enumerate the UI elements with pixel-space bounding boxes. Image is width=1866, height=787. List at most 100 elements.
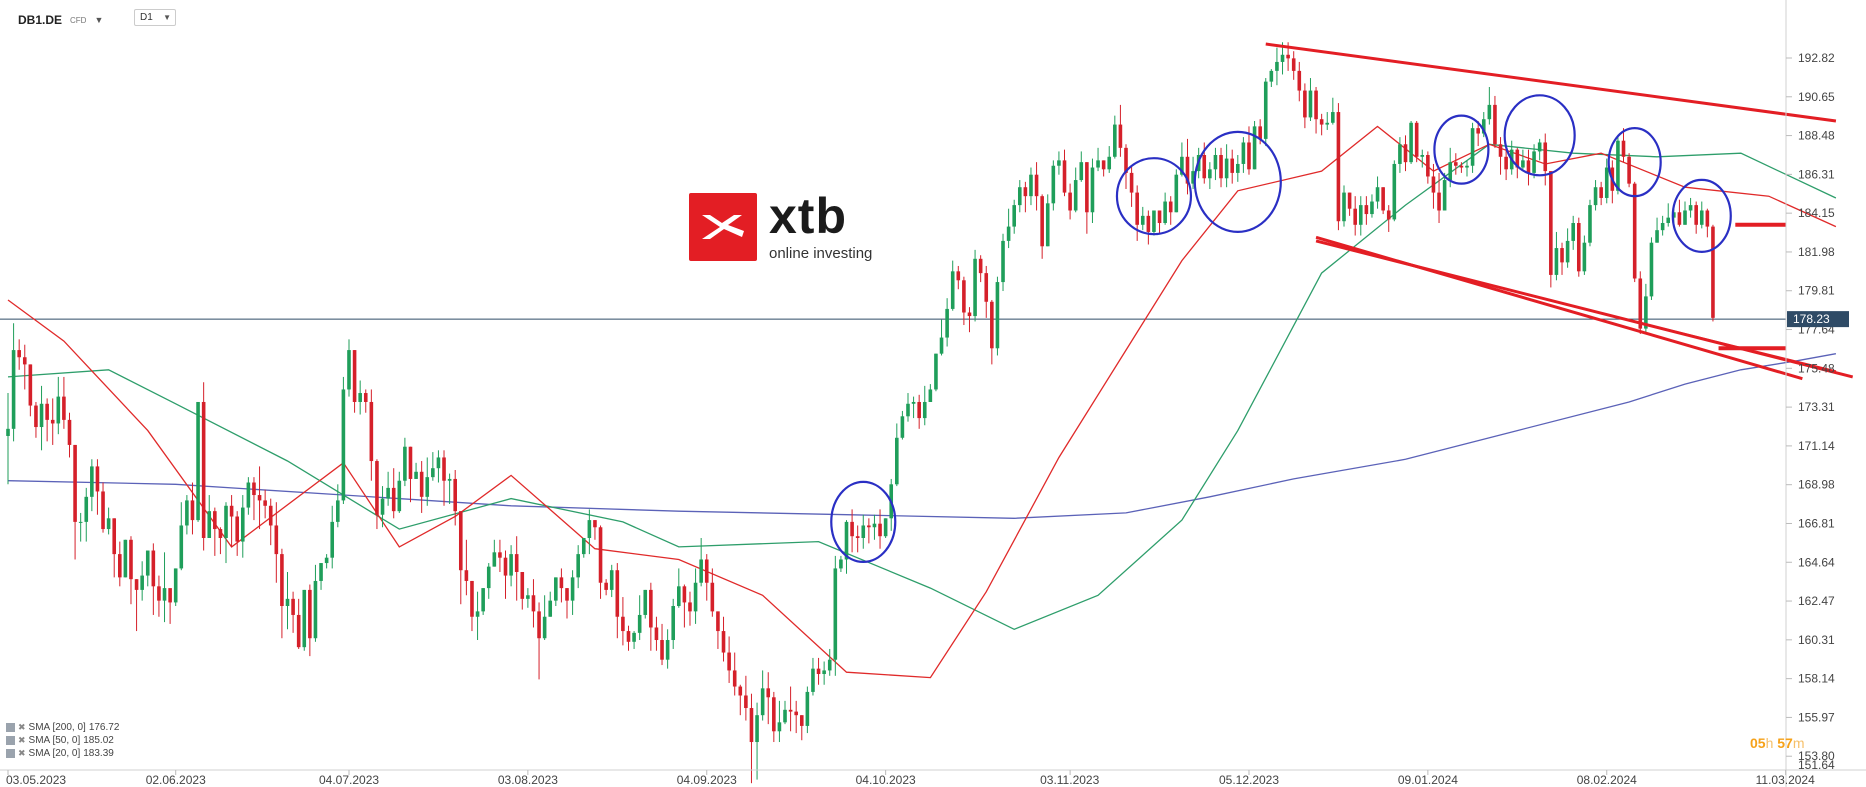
symbol-selector[interactable]: DB1.DE CFD ▼ [18,10,103,30]
candle [1588,199,1592,247]
candle [1029,167,1033,206]
candle [1236,155,1240,182]
candle-body [1152,210,1156,232]
candle [408,446,413,503]
candle-body [615,570,620,617]
candle [190,482,195,535]
candle [978,255,983,283]
candle [1683,201,1687,225]
candle [1560,242,1564,275]
candle-body [805,691,810,726]
candle-body [917,401,921,419]
timeframe-select[interactable]: D1 ▼ [134,9,176,26]
candle-body [1632,183,1637,279]
x-tick-label: 04.10.2023 [856,773,916,787]
candle [419,461,424,513]
close-icon[interactable]: ✖ [18,735,26,745]
candle-body [106,518,111,530]
candle [498,539,502,573]
candle [1414,120,1419,163]
candle-body [900,416,905,438]
candle [839,555,843,573]
candle [386,471,390,506]
legend-row-sma50[interactable]: ✖ SMA [50, 0] 185.02 [6,734,119,747]
candle-body [263,500,267,506]
candle-body [386,487,390,499]
candle-body [1465,165,1469,168]
indicator-icon[interactable] [6,749,15,758]
candle-body [73,444,77,522]
candle-body [1051,165,1056,204]
candle [526,588,530,608]
chevron-down-icon[interactable]: ▼ [94,15,104,25]
candle-body [531,595,536,612]
candle-body [995,282,1000,349]
candle [11,323,16,442]
candle-countdown: 05h 57m [1750,735,1805,751]
candle-body [861,525,866,538]
candle-body [145,550,150,576]
y-tick-label: 184.15 [1798,206,1835,220]
indicator-icon[interactable] [6,736,15,745]
candle-body [794,711,798,716]
candle-body [928,389,933,402]
candle-body [369,401,374,462]
candle-body [760,688,765,716]
close-icon[interactable]: ✖ [18,748,26,758]
candle-body [587,520,592,538]
candle [1168,196,1173,225]
candle-body [1487,104,1492,120]
candle [263,489,267,519]
candle [1398,137,1402,173]
candle-body [425,477,430,497]
legend-row-sma200[interactable]: ✖ SMA [200, 0] 176.72 [6,721,119,734]
candle-body [621,616,625,632]
candle-body [1146,215,1151,232]
candle [1711,224,1715,322]
candle-body [682,586,687,603]
candle [1565,228,1570,268]
candle-body [458,511,463,571]
candle [766,672,771,725]
candle [934,353,938,392]
indicator-icon[interactable] [6,723,15,732]
legend-value: 176.72 [88,722,120,733]
candle [486,563,491,599]
candle-body [1180,156,1184,175]
candle [1426,151,1430,184]
candle [330,505,335,569]
legend-value: 183.39 [83,748,114,759]
candle [811,657,815,696]
y-tick-label: 179.81 [1798,284,1835,298]
candle-body [285,598,290,607]
candle [90,459,94,512]
candle [699,537,703,587]
candle-body [744,695,748,709]
candle [1230,149,1235,184]
candle-body [755,715,759,743]
candle [554,577,558,607]
trendline-upper [1265,42,1837,123]
candle-body [1521,160,1525,168]
candle [268,498,273,546]
candle-body [179,525,184,569]
candle [1051,160,1056,211]
candle [1465,160,1469,177]
legend-row-sma20[interactable]: ✖ SMA [20, 0] 183.39 [6,747,119,760]
candle-body [1017,187,1022,206]
candle [1699,201,1704,229]
candle [45,398,49,442]
candle-body [1565,240,1570,263]
candle-body [39,403,44,428]
candle [1006,208,1011,249]
close-icon[interactable]: ✖ [18,722,26,732]
candle [1107,146,1112,173]
candle [1694,201,1698,234]
candle [1113,115,1117,159]
candle [224,502,228,564]
candle-body [190,500,195,521]
candle [17,339,21,370]
candle-body [895,437,899,485]
candle [1549,171,1553,288]
